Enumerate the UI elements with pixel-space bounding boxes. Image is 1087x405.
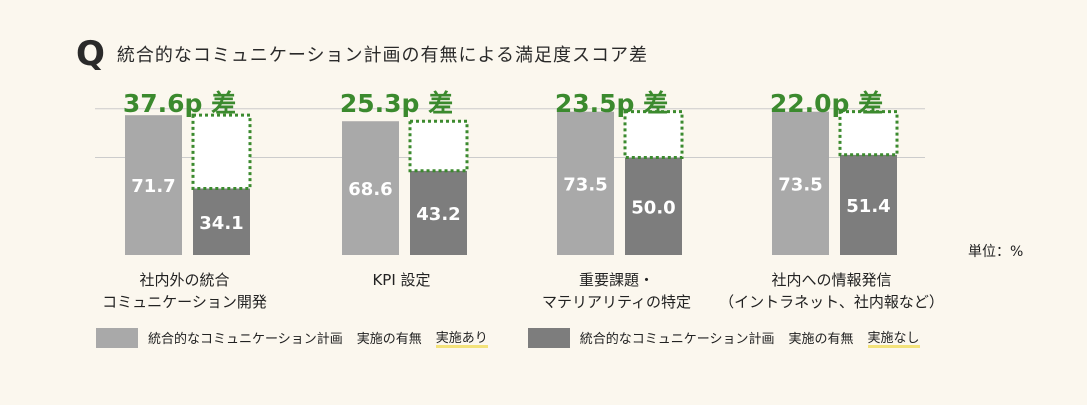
legend-item-without: 統合的なコミュニケーション計画 実施の有無 実施なし bbox=[527, 327, 920, 348]
category-label-3-0: 社内への情報発信 bbox=[771, 271, 891, 289]
legend: 統合的なコミュニケーション計画 実施の有無 実施あり 統合的なコミュニケーション… bbox=[96, 327, 920, 348]
chart-title: Q 統合的なコミュニケーション計画の有無による満足度スコア差 bbox=[76, 34, 648, 74]
bar-value-with-3: 73.5 bbox=[778, 174, 822, 195]
legend-label: 統合的なコミュニケーション計画 bbox=[148, 332, 343, 347]
bar-with-1 bbox=[342, 121, 399, 255]
bar-without-3 bbox=[840, 154, 897, 255]
legend-item-with: 統合的なコミュニケーション計画 実施の有無 実施あり bbox=[96, 327, 488, 348]
diff-box-2 bbox=[623, 110, 684, 160]
legend-status: 実施の有無 bbox=[356, 332, 422, 347]
bar-value-without-0: 34.1 bbox=[199, 213, 243, 234]
legend-status: 実施の有無 bbox=[788, 332, 854, 347]
bar-without-1 bbox=[410, 170, 467, 255]
bar-with-0 bbox=[125, 115, 182, 255]
diff-box-0 bbox=[191, 113, 252, 191]
legend-value: 実施あり bbox=[435, 327, 488, 348]
bar-value-with-1: 68.6 bbox=[348, 179, 392, 200]
bar-without-2 bbox=[625, 157, 682, 255]
bar-with-2 bbox=[557, 111, 614, 255]
bar-value-without-1: 43.2 bbox=[416, 204, 460, 225]
diff-label-1: 25.3p 差 bbox=[340, 89, 453, 118]
legend-swatch-without bbox=[527, 327, 570, 348]
bar-value-with-2: 73.5 bbox=[563, 174, 607, 195]
title-text: 統合的なコミュニケーション計画の有無による満足度スコア差 bbox=[116, 45, 649, 66]
q-mark: Q bbox=[76, 34, 105, 74]
category-label-0-0: 社内外の統合 bbox=[139, 271, 229, 289]
bar-value-with-0: 71.7 bbox=[131, 176, 175, 197]
unit-label: 単位：% bbox=[968, 244, 1024, 260]
category-label-0-1: コミュニケーション開発 bbox=[102, 293, 267, 311]
category-label-2-0: 重要課題・ bbox=[579, 271, 654, 289]
legend-label: 統合的なコミュニケーション計画 bbox=[579, 332, 775, 347]
bar-with-3 bbox=[772, 111, 829, 255]
legend-swatch-with bbox=[96, 327, 138, 348]
bar-value-without-2: 50.0 bbox=[631, 197, 675, 218]
diff-box-3 bbox=[838, 110, 899, 157]
diff-label-3: 22.0p 差 bbox=[770, 89, 883, 118]
diff-label-2: 23.5p 差 bbox=[555, 89, 668, 118]
category-label-3-1: （イントラネット、社内報など） bbox=[719, 293, 944, 311]
bar-value-without-3: 51.4 bbox=[846, 196, 890, 217]
diff-box-1 bbox=[408, 119, 469, 173]
category-label-2-1: マテリアリティの特定 bbox=[542, 293, 691, 311]
bar-without-0 bbox=[193, 188, 250, 255]
category-label-1-0: KPI 設定 bbox=[372, 271, 430, 289]
legend-value: 実施なし bbox=[867, 327, 920, 348]
diff-label-0: 37.6p 差 bbox=[123, 89, 236, 118]
